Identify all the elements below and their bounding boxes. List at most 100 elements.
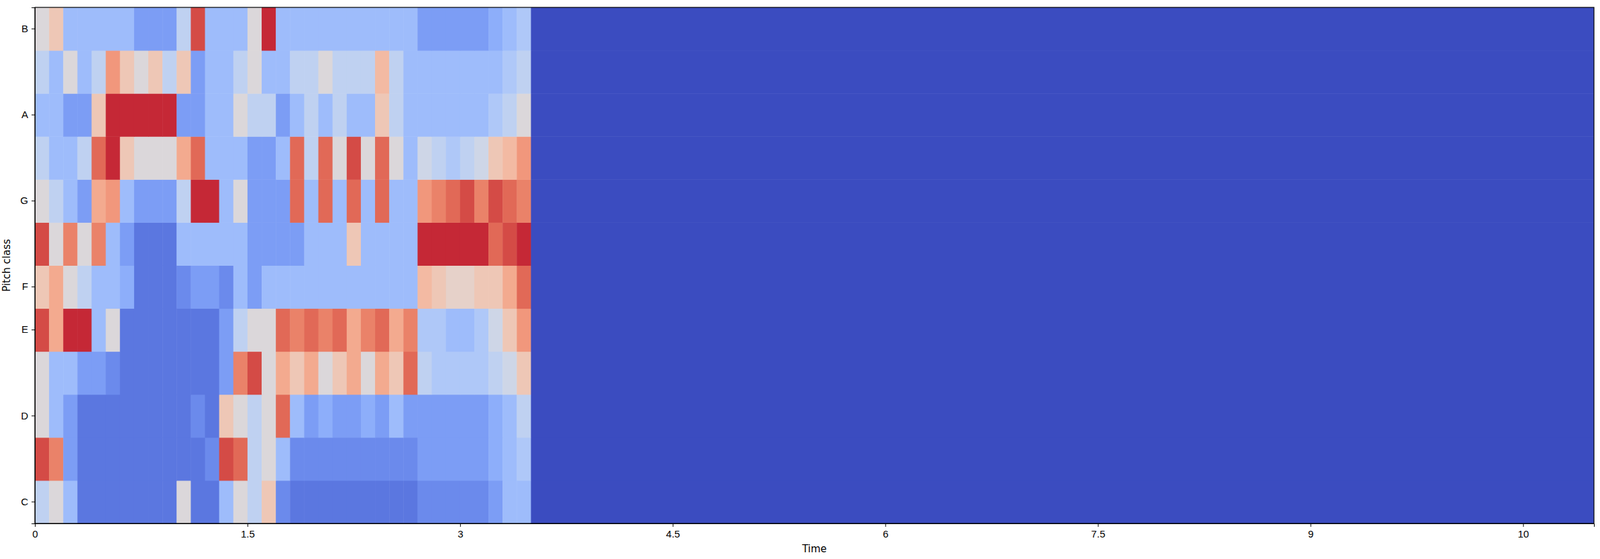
cell	[63, 222, 78, 266]
cell	[446, 308, 461, 353]
cell	[375, 394, 390, 439]
cell	[417, 265, 433, 310]
cell	[389, 136, 404, 180]
cell	[275, 308, 291, 353]
x-tick-mark	[1310, 523, 1311, 527]
cell	[417, 136, 433, 180]
cell	[403, 179, 418, 223]
cell	[303, 93, 319, 137]
y-tick: B	[21, 22, 35, 35]
cell	[162, 179, 178, 223]
cell	[77, 93, 92, 137]
cell	[502, 7, 518, 51]
y-axis: CDEFGAB	[20, 8, 35, 524]
cell	[530, 265, 1594, 310]
y-tick-label: E	[21, 323, 29, 335]
x-tick-label: 1.5	[240, 527, 255, 540]
cell	[190, 394, 206, 439]
cell	[516, 179, 532, 223]
cell	[162, 308, 178, 353]
cell	[446, 50, 461, 94]
cell	[190, 437, 206, 482]
x-tick: 9	[1308, 523, 1314, 540]
frame	[34, 7, 1594, 524]
cell	[403, 136, 418, 180]
cell	[105, 308, 121, 353]
cell	[63, 93, 78, 137]
cell	[134, 93, 149, 137]
cell	[375, 7, 390, 51]
cell	[219, 7, 235, 51]
cell	[176, 50, 192, 94]
cell	[516, 480, 532, 524]
cell	[446, 480, 461, 524]
cell	[219, 136, 235, 180]
cell	[303, 179, 319, 223]
cell	[432, 308, 447, 353]
cell	[417, 480, 433, 524]
cell	[105, 50, 121, 94]
cell	[446, 222, 461, 266]
cell	[134, 50, 149, 94]
cell	[332, 93, 348, 137]
cell	[176, 7, 192, 51]
cell	[502, 136, 518, 180]
cell	[219, 308, 235, 353]
cell	[346, 351, 362, 396]
cell	[261, 265, 277, 310]
cell	[375, 93, 390, 137]
cell	[63, 50, 78, 94]
cell	[233, 308, 249, 353]
cell	[375, 351, 390, 396]
cell	[91, 265, 107, 310]
cell	[162, 265, 178, 310]
x-tick-label: 7.5	[1091, 527, 1106, 540]
cell	[346, 394, 362, 439]
cell	[346, 179, 362, 223]
cell	[91, 7, 107, 51]
cell	[375, 480, 390, 524]
cell	[446, 93, 461, 137]
cell	[205, 394, 221, 439]
cell	[360, 437, 376, 482]
y-tick-mark	[31, 200, 35, 202]
cell	[318, 222, 334, 266]
cell	[403, 7, 418, 51]
cell	[488, 394, 504, 439]
cell	[120, 222, 135, 266]
cell	[488, 351, 504, 396]
cell	[63, 7, 78, 51]
cell	[176, 222, 192, 266]
cell	[432, 136, 447, 180]
cell	[432, 265, 447, 310]
cells	[34, 7, 1594, 524]
cell	[474, 351, 490, 396]
cell	[389, 179, 404, 223]
cell	[417, 308, 433, 353]
cell	[77, 222, 92, 266]
cell	[289, 394, 305, 439]
x-tick-label: 10	[1518, 527, 1530, 540]
cell	[403, 265, 418, 310]
cell	[516, 222, 532, 266]
cell	[432, 93, 447, 137]
cell	[105, 480, 121, 524]
x-tick: 1.5	[240, 523, 255, 540]
cell	[460, 7, 475, 51]
cell	[48, 50, 64, 94]
cell	[148, 480, 164, 524]
cell	[346, 265, 362, 310]
cell	[77, 394, 92, 439]
cell	[360, 351, 376, 396]
cell	[318, 50, 334, 94]
cell	[516, 50, 532, 94]
cell	[190, 93, 206, 137]
cell	[134, 7, 149, 51]
cell	[233, 394, 249, 439]
cell	[134, 480, 149, 524]
x-tick-mark	[672, 523, 674, 527]
cell	[48, 308, 64, 353]
cell	[148, 394, 164, 439]
y-tick: C	[20, 495, 35, 508]
cell	[516, 136, 532, 180]
